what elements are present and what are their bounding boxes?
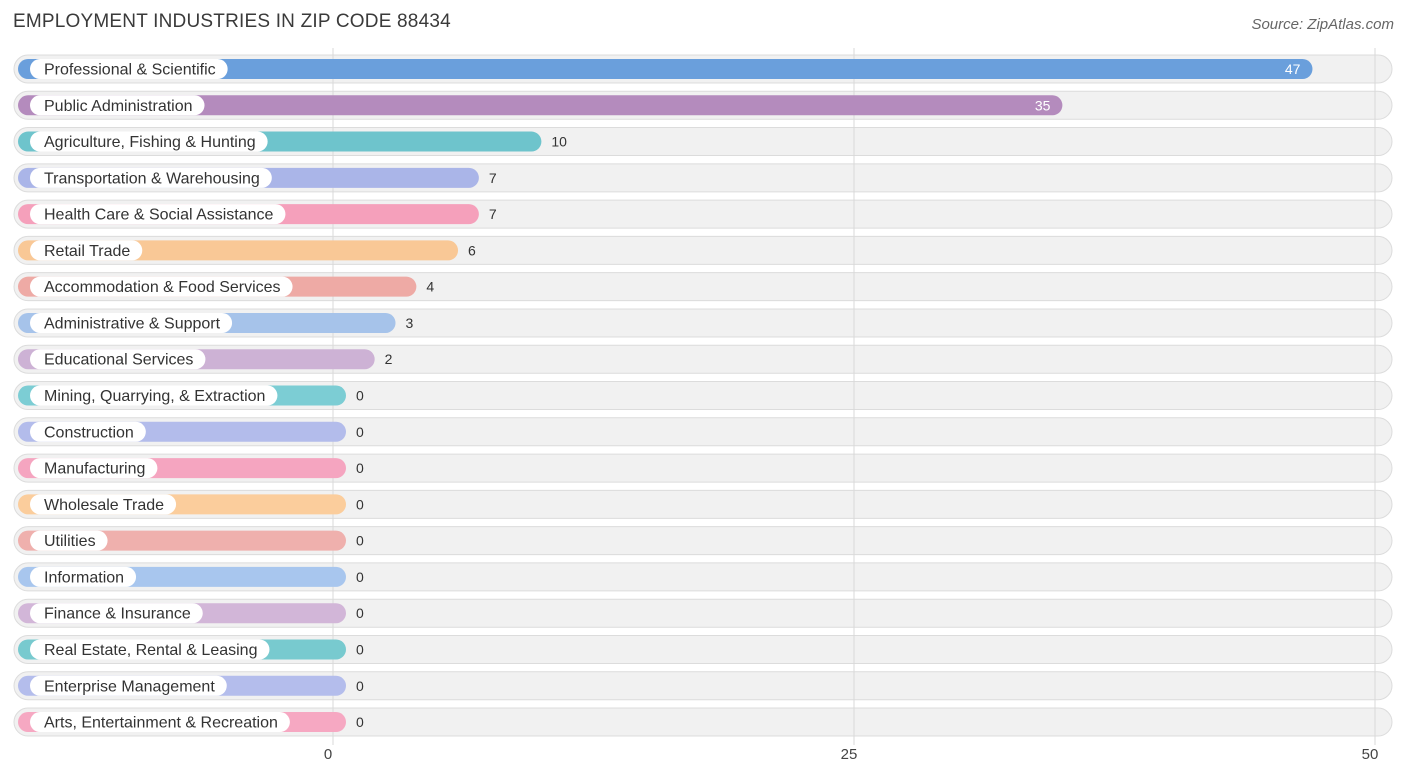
category-label: Public Administration [44,98,193,115]
category-label: Retail Trade [44,243,130,260]
value-label: 0 [356,533,364,549]
category-label: Professional & Scientific [44,62,216,79]
value-label: 10 [551,134,567,150]
category-label-background [30,639,270,660]
value-label: 35 [1035,97,1051,113]
category-label-background [30,675,227,696]
category-label-background [30,349,206,370]
value-label: 0 [356,714,364,730]
row-background [13,598,1393,628]
category-label: Real Estate, Rental & Leasing [44,642,257,659]
value-label: 7 [489,170,497,186]
value-label: 0 [356,496,364,512]
bar [18,59,1313,79]
category-label: Manufacturing [44,461,145,478]
category-label: Educational Services [44,352,193,369]
category-label: Health Care & Social Assistance [44,207,274,224]
value-label: 4 [426,279,434,295]
value-label: 0 [356,388,364,404]
category-label-background [30,421,146,442]
category-label: Enterprise Management [44,678,215,695]
row-background [13,489,1393,519]
category-label-background [30,276,293,297]
category-label: Mining, Quarrying, & Extraction [44,388,265,405]
category-label-background [30,95,205,116]
row-background [13,707,1393,737]
bar [18,95,1063,116]
category-label-background [30,566,137,587]
category-label-background [30,603,203,624]
category-label-background [30,712,290,733]
value-label: 7 [489,206,497,222]
category-label-background [30,530,108,551]
x-tick-label: 0 [324,746,332,763]
value-label: 0 [356,641,364,657]
category-label: Administrative & Support [44,315,221,332]
value-label: 0 [356,460,364,476]
category-label: Accommodation & Food Services [44,279,281,296]
category-label-background [30,458,158,479]
value-label: 0 [356,424,364,440]
x-tick-label: 50 [1362,746,1379,763]
category-label-background [30,494,177,515]
row-background [13,634,1393,664]
category-label: Agriculture, Fishing & Hunting [44,134,256,151]
row-background [13,453,1393,483]
category-label: Information [44,569,124,586]
value-label: 0 [356,678,364,694]
row-background [13,562,1393,592]
category-label: Arts, Entertainment & Recreation [44,715,278,732]
category-label-background [30,59,228,79]
category-label-background [30,385,278,406]
x-tick-label: 25 [841,746,858,763]
x-axis-ticks: 0 25 50 [324,746,1379,763]
category-label: Transportation & Warehousing [44,170,260,187]
source-attribution: Source: ZipAtlas.com [1251,16,1394,33]
value-label: 0 [356,569,364,585]
row-background [13,381,1393,411]
value-label: 2 [385,351,393,367]
category-label: Construction [44,424,134,441]
category-label: Wholesale Trade [44,497,164,514]
category-label: Finance & Insurance [44,606,191,623]
category-label: Utilities [44,533,96,550]
value-label: 0 [356,605,364,621]
row-background [13,417,1393,447]
value-label: 6 [468,242,476,258]
value-label: 47 [1285,61,1301,77]
category-label-background [30,312,233,333]
category-label-background [30,167,272,188]
category-label-background [30,240,143,261]
category-label-background [30,204,286,225]
category-label-background [30,131,268,152]
row-background [13,526,1393,556]
page-title: EMPLOYMENT INDUSTRIES IN ZIP CODE 88434 [13,11,451,32]
row-background [13,671,1393,701]
value-label: 3 [406,315,414,331]
